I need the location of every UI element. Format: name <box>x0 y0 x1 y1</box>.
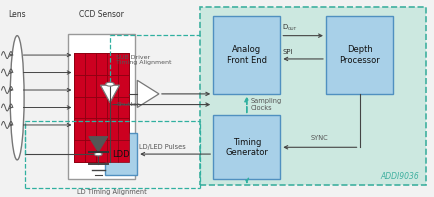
Text: Analog
Front End: Analog Front End <box>226 45 266 65</box>
Bar <box>213 115 280 179</box>
Text: LD/LED Pulses: LD/LED Pulses <box>139 144 186 150</box>
Bar <box>96 140 107 162</box>
Bar <box>107 118 118 140</box>
Bar <box>118 140 128 162</box>
Text: LD Timing Alignment: LD Timing Alignment <box>77 189 147 195</box>
Circle shape <box>94 152 102 156</box>
Polygon shape <box>137 80 158 108</box>
Text: SUB Driver
Timing Alignment: SUB Driver Timing Alignment <box>116 55 171 65</box>
Bar <box>105 133 137 176</box>
Text: CCD Sensor: CCD Sensor <box>79 10 124 19</box>
Text: ADDI9036: ADDI9036 <box>379 172 418 181</box>
Bar <box>74 118 85 140</box>
Bar <box>85 118 96 140</box>
Text: LDD: LDD <box>112 150 129 159</box>
Bar <box>213 16 280 94</box>
Text: D: D <box>282 24 287 30</box>
Bar <box>96 75 107 97</box>
Bar <box>96 118 107 140</box>
Text: OUT: OUT <box>287 27 296 31</box>
Bar <box>118 53 128 75</box>
Bar <box>118 118 128 140</box>
Bar <box>200 7 424 185</box>
Text: SYNC: SYNC <box>310 136 328 141</box>
Polygon shape <box>100 85 119 103</box>
Bar <box>74 75 85 97</box>
Bar <box>68 34 135 179</box>
Text: Timing
Generator: Timing Generator <box>225 138 268 157</box>
Text: Depth
Processor: Depth Processor <box>339 45 379 65</box>
Bar <box>325 16 392 94</box>
Bar <box>85 97 96 118</box>
Bar <box>118 97 128 118</box>
Polygon shape <box>89 137 108 152</box>
Bar <box>85 140 96 162</box>
Text: Shutter: Shutter <box>116 102 139 107</box>
Bar <box>96 53 107 75</box>
Bar <box>107 97 118 118</box>
Bar <box>107 75 118 97</box>
Bar <box>107 140 118 162</box>
Circle shape <box>105 82 114 86</box>
Bar <box>85 53 96 75</box>
Bar <box>107 53 118 75</box>
Bar <box>74 97 85 118</box>
Bar <box>74 53 85 75</box>
Bar <box>96 97 107 118</box>
Bar <box>118 75 128 97</box>
Bar <box>85 75 96 97</box>
Ellipse shape <box>10 36 24 160</box>
Text: SPI: SPI <box>282 49 293 55</box>
Bar <box>74 140 85 162</box>
Text: Lens: Lens <box>8 10 26 19</box>
Bar <box>74 53 128 162</box>
Text: Sampling
Clocks: Sampling Clocks <box>250 98 282 111</box>
